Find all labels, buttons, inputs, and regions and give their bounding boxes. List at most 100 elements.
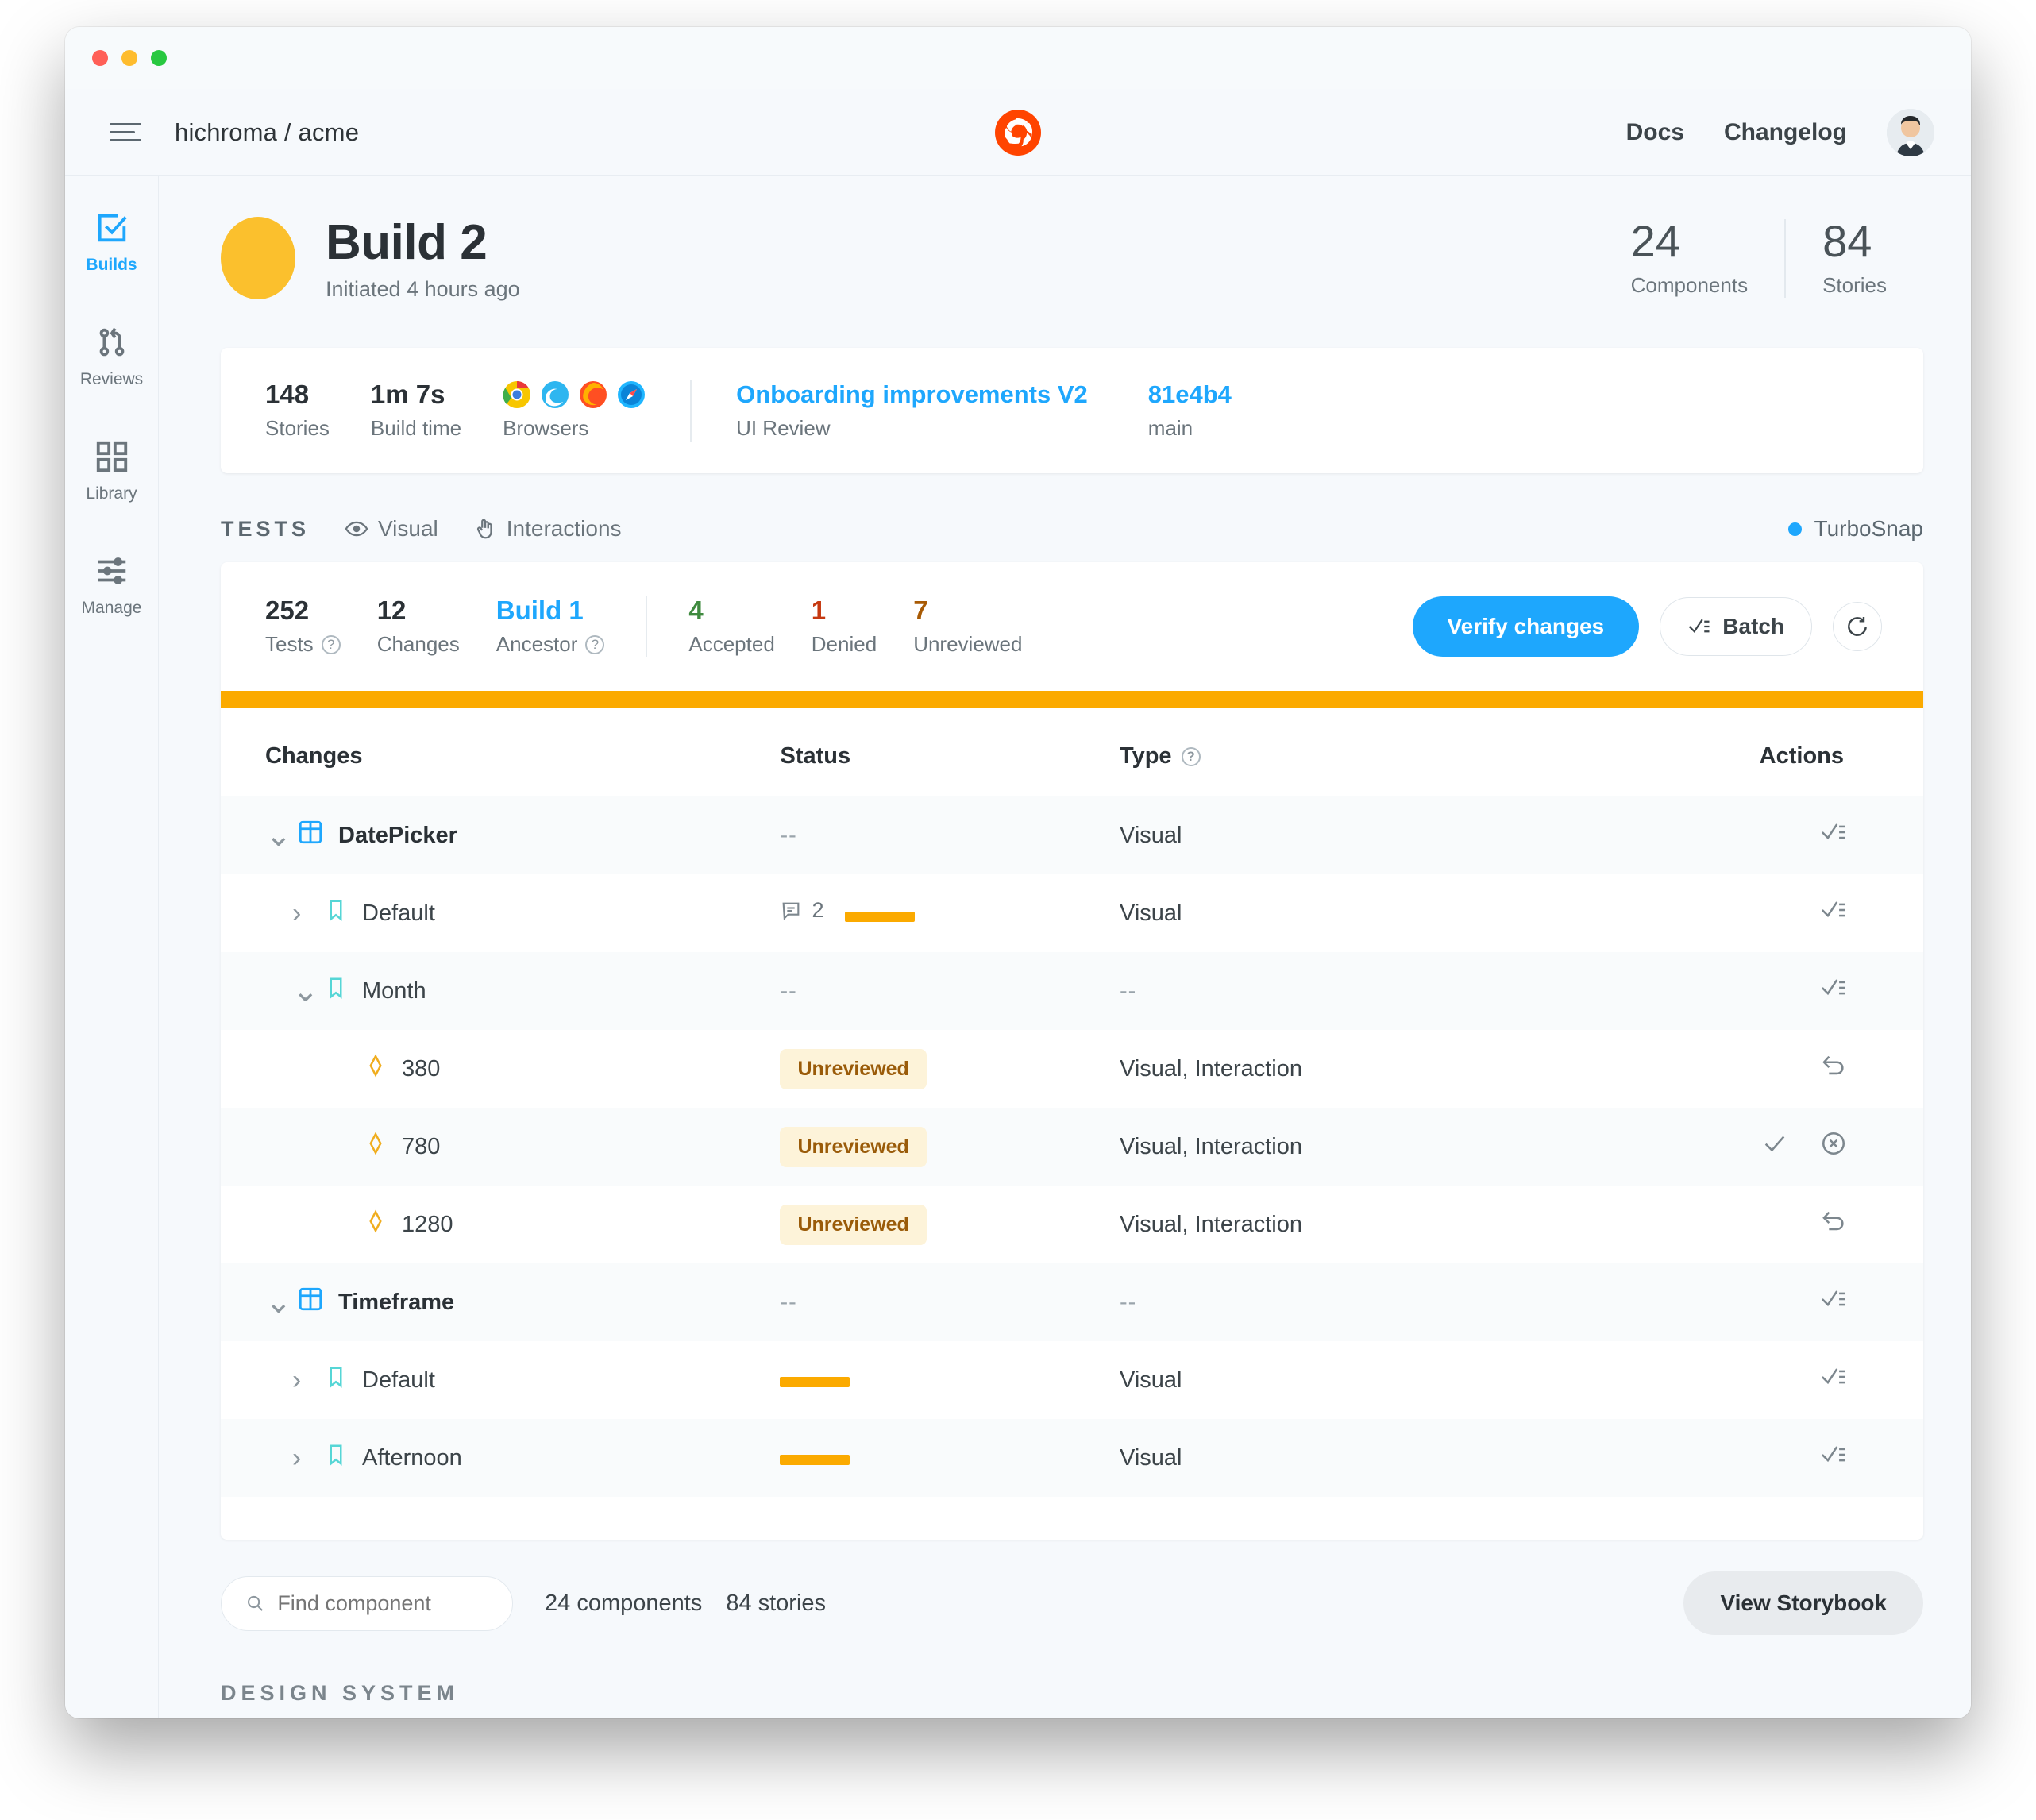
search-icon [248, 1595, 263, 1611]
batch-accept-icon[interactable] [1820, 1363, 1847, 1397]
row-type-cell: -- [1120, 977, 1137, 1004]
build-header-stats: 24 Components 84 Stories [1594, 215, 1923, 298]
row-name-cell[interactable]: › Afternoon [221, 1419, 780, 1497]
search-input[interactable] [277, 1591, 488, 1616]
chevron-right-icon[interactable]: › [292, 1442, 302, 1473]
help-icon[interactable]: ? [321, 634, 341, 654]
divider [646, 596, 648, 657]
table-row[interactable]: 380 Unreviewed Visual, Interaction [221, 1030, 1923, 1108]
undo-icon[interactable] [1820, 1208, 1847, 1241]
table-row[interactable]: ⌄ Timeframe -- -- [221, 1263, 1923, 1341]
chevron-down-icon[interactable]: ⌄ [265, 1285, 292, 1320]
sidebar: Builds Reviews Library [65, 176, 159, 1718]
row-name-cell[interactable]: › Default [221, 1341, 780, 1419]
story-bookmark-icon [324, 1443, 348, 1473]
row-actions-cell [1543, 1341, 1923, 1419]
row-actions-cell [1543, 952, 1923, 1030]
chrome-icon [503, 380, 531, 409]
search-component-box[interactable] [221, 1575, 513, 1631]
app-body: Builds Reviews Library [65, 176, 1971, 1718]
accept-check-icon[interactable] [1761, 1130, 1788, 1163]
undo-icon[interactable] [1820, 1052, 1847, 1085]
maximize-window-button[interactable] [151, 50, 167, 66]
row-name-cell[interactable]: › Default [221, 874, 780, 952]
status-progress-bar [844, 911, 915, 922]
table-row[interactable]: ⌄ DatePicker -- Visual [221, 796, 1923, 874]
verify-changes-button[interactable]: Verify changes [1412, 596, 1640, 657]
refresh-button[interactable] [1833, 602, 1882, 651]
nav-link-docs[interactable]: Docs [1625, 118, 1684, 145]
table-row[interactable]: › Afternoon Visual [221, 1419, 1923, 1497]
batch-accept-icon[interactable] [1820, 1286, 1847, 1319]
chevron-right-icon[interactable]: › [292, 1364, 302, 1395]
sidebar-item-reviews[interactable]: Reviews [65, 324, 158, 389]
close-window-button[interactable] [92, 50, 108, 66]
info-stories-value: 148 [265, 379, 310, 409]
comment-count[interactable]: 2 [780, 898, 824, 923]
test-stat-denied-value: 1 [811, 595, 827, 625]
batch-accept-icon[interactable] [1820, 1441, 1847, 1475]
column-type: Type ? [1120, 708, 1543, 796]
viewport-diamond-icon [364, 1132, 388, 1162]
user-avatar[interactable] [1887, 108, 1934, 156]
row-name-cell[interactable]: 1280 [221, 1186, 780, 1263]
tab-visual-label: Visual [378, 516, 438, 541]
chevron-down-icon[interactable]: ⌄ [292, 974, 319, 1008]
test-stat-tests: 252 Tests ? [265, 596, 377, 657]
menu-hamburger-icon[interactable] [110, 123, 141, 141]
test-stat-accepted-value: 4 [688, 595, 704, 625]
tab-interactions[interactable]: Interactions [473, 516, 622, 542]
batch-accept-icon[interactable] [1820, 974, 1847, 1008]
status-badge: Unreviewed [780, 1204, 927, 1245]
tests-actions: Verify changes Batch [1412, 596, 1923, 657]
sidebar-label-library: Library [86, 484, 137, 503]
page-title: Build 2 [326, 215, 488, 270]
row-name-cell[interactable]: ⌄ Timeframe [221, 1263, 780, 1341]
row-status-cell [780, 1341, 1120, 1419]
turbosnap-dot-icon [1787, 522, 1802, 536]
sidebar-item-manage[interactable]: Manage [65, 553, 158, 618]
batch-button[interactable]: Batch [1660, 597, 1812, 656]
minimize-window-button[interactable] [121, 50, 137, 66]
table-row[interactable]: ⌄ Month -- -- [221, 952, 1923, 1030]
chevron-right-icon[interactable]: › [292, 897, 302, 928]
tests-stats-row: 252 Tests ? 12 Changes Build 1 Ancestor … [221, 562, 1923, 691]
stat-components-value: 24 [1630, 215, 1680, 266]
table-row[interactable]: › Default Visual [221, 1341, 1923, 1419]
sidebar-item-library[interactable]: Library [65, 438, 158, 503]
turbosnap-badge: TurboSnap [1787, 516, 1923, 542]
stat-stories-value: 84 [1822, 215, 1872, 266]
table-row[interactable]: › Default 2 Visual [221, 874, 1923, 952]
nav-link-changelog[interactable]: Changelog [1724, 118, 1847, 145]
ancestor-build-link[interactable]: Build 1 [496, 595, 584, 625]
sidebar-item-builds[interactable]: Builds [65, 210, 158, 275]
row-type-cell: -- [1120, 1289, 1137, 1315]
branch-title-link[interactable]: Onboarding improvements V2 [736, 380, 1088, 408]
batch-button-label: Batch [1722, 614, 1784, 638]
row-actions-cell [1543, 1419, 1923, 1497]
help-icon[interactable]: ? [1181, 746, 1201, 766]
tab-visual[interactable]: Visual [345, 516, 438, 542]
tests-section-header: TESTS Visual Int [159, 473, 1971, 542]
row-name-cell[interactable]: ⌄ Month [221, 952, 780, 1030]
batch-accept-icon[interactable] [1820, 819, 1847, 852]
chevron-down-icon[interactable]: ⌄ [265, 818, 292, 853]
chromatic-logo-icon[interactable] [995, 110, 1041, 160]
row-name-cell[interactable]: 780 [221, 1108, 780, 1186]
table-row[interactable]: 1280 Unreviewed Visual, Interaction [221, 1186, 1923, 1263]
help-icon[interactable]: ? [585, 634, 605, 654]
breadcrumb[interactable]: hichroma / acme [175, 118, 360, 146]
deny-circle-x-icon[interactable] [1820, 1130, 1847, 1163]
row-type-cell: Visual [1120, 1367, 1182, 1393]
table-row[interactable]: 780 Unreviewed Visual, Interaction [221, 1108, 1923, 1186]
row-type-cell: Visual [1120, 1444, 1182, 1471]
commit-link[interactable]: 81e4b4 [1147, 380, 1232, 408]
row-name-cell[interactable]: 380 [221, 1030, 780, 1108]
batch-accept-icon[interactable] [1820, 897, 1847, 930]
view-storybook-button[interactable]: View Storybook [1683, 1571, 1923, 1635]
row-name-cell[interactable]: ⌄ DatePicker [221, 796, 780, 874]
test-stat-unreviewed-label: Unreviewed [913, 632, 1023, 657]
tests-label: TESTS [221, 516, 310, 541]
tests-card: 252 Tests ? 12 Changes Build 1 Ancestor … [221, 562, 1923, 1540]
row-actions-cell [1543, 796, 1923, 874]
